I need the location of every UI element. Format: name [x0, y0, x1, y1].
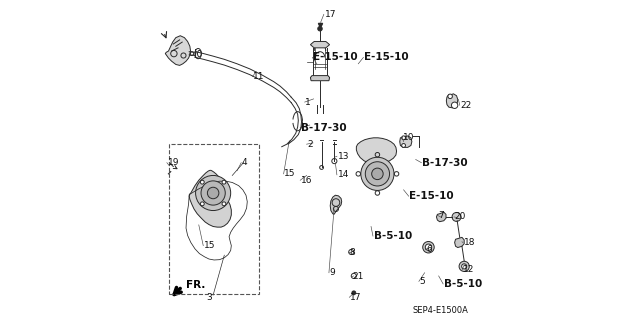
Text: 22: 22 — [460, 101, 472, 110]
Text: 20: 20 — [454, 212, 466, 221]
Text: 3: 3 — [206, 293, 212, 302]
Circle shape — [422, 241, 434, 253]
Circle shape — [448, 94, 452, 99]
Text: B-5-10: B-5-10 — [444, 279, 482, 289]
Circle shape — [372, 168, 383, 180]
Text: 17: 17 — [350, 293, 362, 302]
Text: SEP4-E1500A: SEP4-E1500A — [413, 306, 468, 315]
Text: 17: 17 — [324, 10, 336, 19]
Circle shape — [222, 202, 226, 206]
Text: B-5-10: B-5-10 — [374, 231, 412, 241]
Circle shape — [402, 136, 406, 140]
Circle shape — [425, 244, 431, 250]
Circle shape — [452, 212, 461, 221]
Polygon shape — [330, 195, 342, 214]
Circle shape — [402, 144, 406, 147]
Text: 2: 2 — [307, 140, 313, 149]
Text: B-17-30: B-17-30 — [422, 158, 468, 168]
Text: 4: 4 — [242, 158, 248, 167]
Circle shape — [451, 102, 458, 108]
Polygon shape — [310, 41, 330, 48]
Circle shape — [201, 181, 225, 205]
Text: B-17-30: B-17-30 — [301, 122, 346, 133]
Text: 13: 13 — [337, 152, 349, 161]
Circle shape — [222, 180, 226, 184]
Text: 6: 6 — [426, 245, 431, 254]
Circle shape — [352, 291, 356, 295]
Text: 19: 19 — [168, 158, 179, 167]
Text: 8: 8 — [349, 248, 355, 257]
Text: E-15-10: E-15-10 — [410, 191, 454, 201]
Polygon shape — [165, 36, 191, 65]
Text: 15: 15 — [204, 241, 216, 250]
Polygon shape — [446, 94, 458, 108]
Text: FR.: FR. — [186, 280, 205, 290]
Circle shape — [459, 261, 469, 271]
Text: E-15-10: E-15-10 — [313, 52, 358, 63]
Polygon shape — [436, 212, 446, 222]
Text: 14: 14 — [337, 170, 349, 179]
Polygon shape — [356, 138, 397, 165]
Text: 15: 15 — [284, 169, 296, 178]
Text: 7: 7 — [438, 211, 444, 220]
Circle shape — [365, 162, 390, 186]
Circle shape — [200, 180, 204, 184]
Circle shape — [207, 187, 219, 199]
Polygon shape — [400, 136, 412, 147]
Text: E-15-10: E-15-10 — [364, 52, 409, 63]
Text: 9: 9 — [330, 268, 335, 277]
Bar — [170, 144, 259, 294]
Text: 16: 16 — [301, 176, 312, 185]
Text: 5: 5 — [420, 277, 425, 286]
Polygon shape — [189, 170, 231, 227]
Text: 10: 10 — [403, 133, 415, 142]
Circle shape — [461, 264, 467, 269]
Text: 11: 11 — [253, 72, 264, 81]
Text: 18: 18 — [463, 238, 475, 247]
Text: 1: 1 — [305, 98, 311, 107]
Polygon shape — [310, 76, 330, 81]
Text: 21: 21 — [352, 272, 364, 281]
Circle shape — [361, 157, 394, 190]
Circle shape — [196, 175, 230, 211]
Text: 12: 12 — [463, 265, 474, 274]
Circle shape — [200, 202, 204, 206]
Polygon shape — [454, 237, 464, 248]
Circle shape — [318, 26, 322, 31]
